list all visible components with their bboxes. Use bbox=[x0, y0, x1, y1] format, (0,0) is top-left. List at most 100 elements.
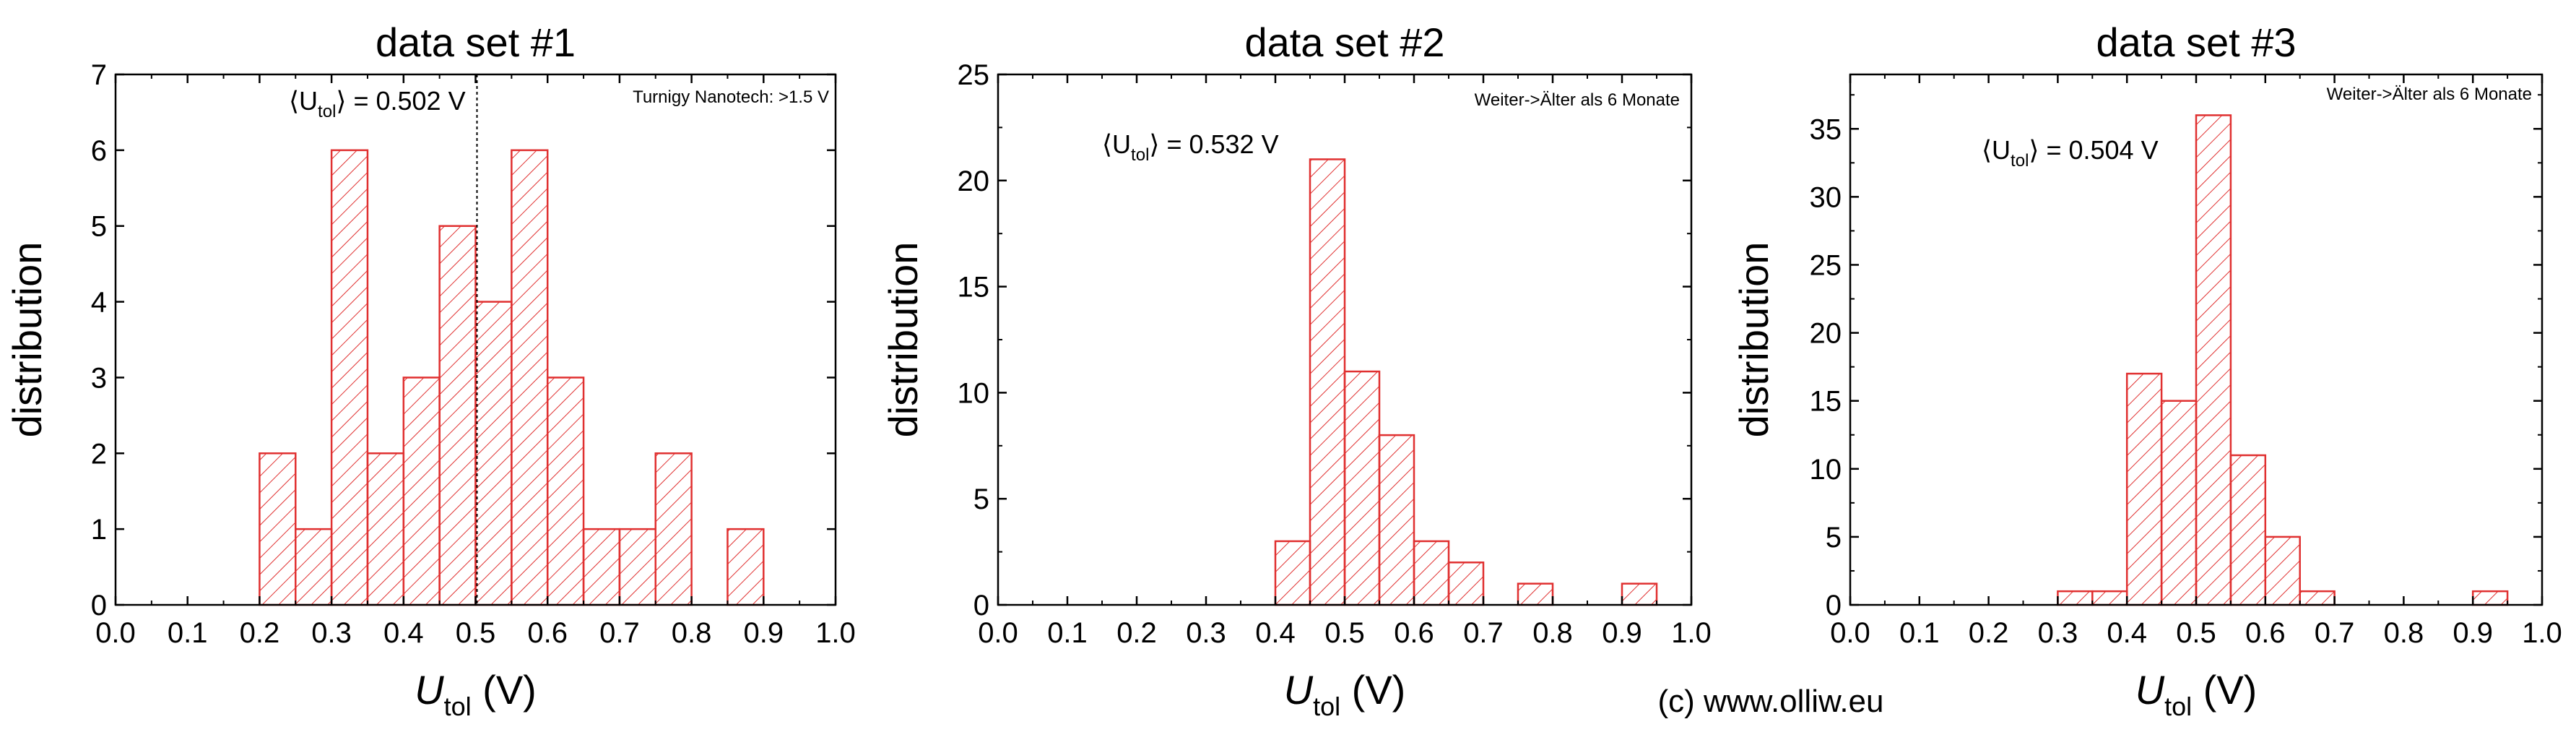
y-tick-label: 5 bbox=[1826, 522, 1842, 554]
y-tick-label: 3 bbox=[91, 362, 107, 394]
x-tick-label: 0.7 bbox=[1463, 617, 1504, 649]
y-axis-label: distribution bbox=[4, 242, 50, 438]
histogram-bar bbox=[582, 528, 621, 606]
x-tick-label: 0.7 bbox=[599, 617, 640, 649]
y-tick-label: 2 bbox=[91, 438, 107, 470]
x-tick-label: 0.3 bbox=[311, 617, 352, 649]
histogram-bar bbox=[1274, 540, 1311, 606]
histogram-bar bbox=[1309, 158, 1346, 606]
x-axis-label-symbol: U bbox=[2135, 667, 2165, 713]
histogram-bar bbox=[727, 528, 765, 606]
mean-annotation-symbol: ⟨U bbox=[1982, 135, 2011, 165]
x-tick-label: 1.0 bbox=[815, 617, 856, 649]
x-axis-label-unit: (V) bbox=[1340, 667, 1405, 713]
chart-note: Weiter->Älter als 6 Monate bbox=[2327, 85, 2532, 104]
y-tick-label: 7 bbox=[91, 59, 107, 91]
histogram-bar bbox=[2471, 590, 2509, 606]
chart-title: data set #1 bbox=[376, 20, 576, 65]
chart-panel-1: data set #1 0.0 0.1 0.2 0.3 0.4 0.5 0.6 0.7 0.8 0.… bbox=[4, 20, 856, 721]
histogram-bar bbox=[474, 301, 513, 606]
x-axis-label: Utol (V) bbox=[415, 667, 537, 721]
mean-annotation: ⟨Utol⟩ = 0.532 V bbox=[1102, 129, 1279, 165]
x-axis-label: Utol (V) bbox=[1284, 667, 1406, 721]
mean-annotation-symbol: ⟨U bbox=[1102, 129, 1131, 159]
y-tick-label: 6 bbox=[91, 135, 107, 167]
x-axis-label-unit: (V) bbox=[472, 667, 537, 713]
copyright-credit: (c) www.olliw.eu bbox=[1658, 684, 1884, 719]
mean-annotation-subscript: tol bbox=[318, 102, 336, 121]
histogram-bar bbox=[511, 149, 549, 606]
y-tick-label: 1 bbox=[91, 514, 107, 546]
x-axis-label-subscript: tol bbox=[2164, 692, 2192, 721]
x-tick-label: 0.8 bbox=[2384, 617, 2424, 649]
y-tick-label: 0 bbox=[1826, 590, 1842, 621]
x-tick-label: 0.7 bbox=[2315, 617, 2355, 649]
histogram-bar bbox=[1378, 434, 1415, 606]
y-tick-label: 20 bbox=[958, 165, 990, 197]
x-tick-label: 1.0 bbox=[1671, 617, 1712, 649]
x-tick-label: 0.3 bbox=[2038, 617, 2078, 649]
x-axis-label-symbol: U bbox=[415, 667, 444, 713]
histogram-bar bbox=[259, 452, 297, 606]
x-tick-label: 0.6 bbox=[527, 617, 568, 649]
x-axis-label-unit: (V) bbox=[2192, 667, 2257, 713]
mean-annotation-value: ⟩ = 0.504 V bbox=[2029, 135, 2158, 165]
x-tick-label: 0.9 bbox=[743, 617, 784, 649]
histogram-bar bbox=[2299, 590, 2336, 606]
chart-panel-2: data set #2 0.0 0.1 0.2 0.3 0.4 0.5 0.6 0.7 0.8 0.… bbox=[880, 20, 1712, 721]
y-tick-label: 35 bbox=[1810, 113, 1842, 145]
x-tick-label: 0.0 bbox=[978, 617, 1018, 649]
x-tick-label: 0.1 bbox=[168, 617, 208, 649]
histogram-bar bbox=[330, 149, 369, 606]
y-tick-label: 20 bbox=[1810, 318, 1842, 350]
x-axis-label-subscript: tol bbox=[444, 692, 472, 721]
histogram-bar bbox=[654, 452, 693, 606]
y-axis-label: distribution bbox=[1731, 242, 1777, 438]
y-tick-label: 4 bbox=[91, 287, 107, 319]
histogram-bar bbox=[2091, 590, 2128, 606]
mean-annotation-subscript: tol bbox=[1131, 145, 1149, 165]
x-tick-label: 0.8 bbox=[672, 617, 712, 649]
histogram-bar bbox=[618, 528, 657, 606]
x-tick-label: 0.9 bbox=[2453, 617, 2493, 649]
histogram-bar bbox=[546, 377, 585, 606]
x-tick-label: 0.8 bbox=[1532, 617, 1573, 649]
x-tick-label: 0.4 bbox=[2107, 617, 2147, 649]
x-tick-label: 0.0 bbox=[1830, 617, 1870, 649]
y-tick-label: 15 bbox=[1810, 386, 1842, 418]
mean-annotation-value: ⟩ = 0.532 V bbox=[1149, 129, 1278, 159]
histogram-bar bbox=[1413, 540, 1450, 606]
histogram-bar bbox=[438, 225, 477, 606]
chart-title: data set #3 bbox=[2096, 20, 2296, 65]
histogram-bar bbox=[2229, 454, 2267, 606]
histogram-bar bbox=[2264, 535, 2301, 606]
x-axis-label: Utol (V) bbox=[2135, 667, 2258, 721]
x-tick-label: 0.5 bbox=[1324, 617, 1365, 649]
x-tick-label: 0.1 bbox=[1047, 617, 1088, 649]
chart-note: Weiter->Älter als 6 Monate bbox=[1475, 90, 1680, 110]
y-tick-label: 0 bbox=[973, 590, 989, 621]
histogram-bar bbox=[1621, 582, 1658, 606]
x-axis-label-symbol: U bbox=[1284, 667, 1314, 713]
histogram-bar bbox=[2125, 372, 2163, 606]
x-axis-label-subscript: tol bbox=[1313, 692, 1340, 721]
histogram-bar bbox=[1343, 370, 1381, 606]
x-tick-label: 0.9 bbox=[1602, 617, 1642, 649]
histogram-bar bbox=[366, 452, 405, 606]
x-tick-label: 0.2 bbox=[1969, 617, 2009, 649]
x-tick-label: 0.2 bbox=[1116, 617, 1157, 649]
histogram-bar bbox=[1447, 562, 1485, 606]
x-tick-label: 0.0 bbox=[95, 617, 136, 649]
chart-note: Turnigy Nanotech: >1.5 V bbox=[633, 87, 829, 107]
chart-panel-3: data set #3 0.0 0.1 0.2 0.3 0.4 0.5 0.6 0.7 0.8 0.… bbox=[1731, 20, 2562, 721]
histogram-bar bbox=[402, 377, 441, 606]
mean-annotation: ⟨Utol⟩ = 0.504 V bbox=[1982, 135, 2159, 171]
x-tick-label: 1.0 bbox=[2522, 617, 2562, 649]
y-tick-label: 5 bbox=[973, 483, 989, 515]
x-tick-label: 0.5 bbox=[456, 617, 496, 649]
y-tick-label: 25 bbox=[1810, 249, 1842, 281]
x-tick-label: 0.4 bbox=[383, 617, 424, 649]
histogram-bar bbox=[2160, 400, 2198, 606]
x-tick-label: 0.6 bbox=[2245, 617, 2286, 649]
